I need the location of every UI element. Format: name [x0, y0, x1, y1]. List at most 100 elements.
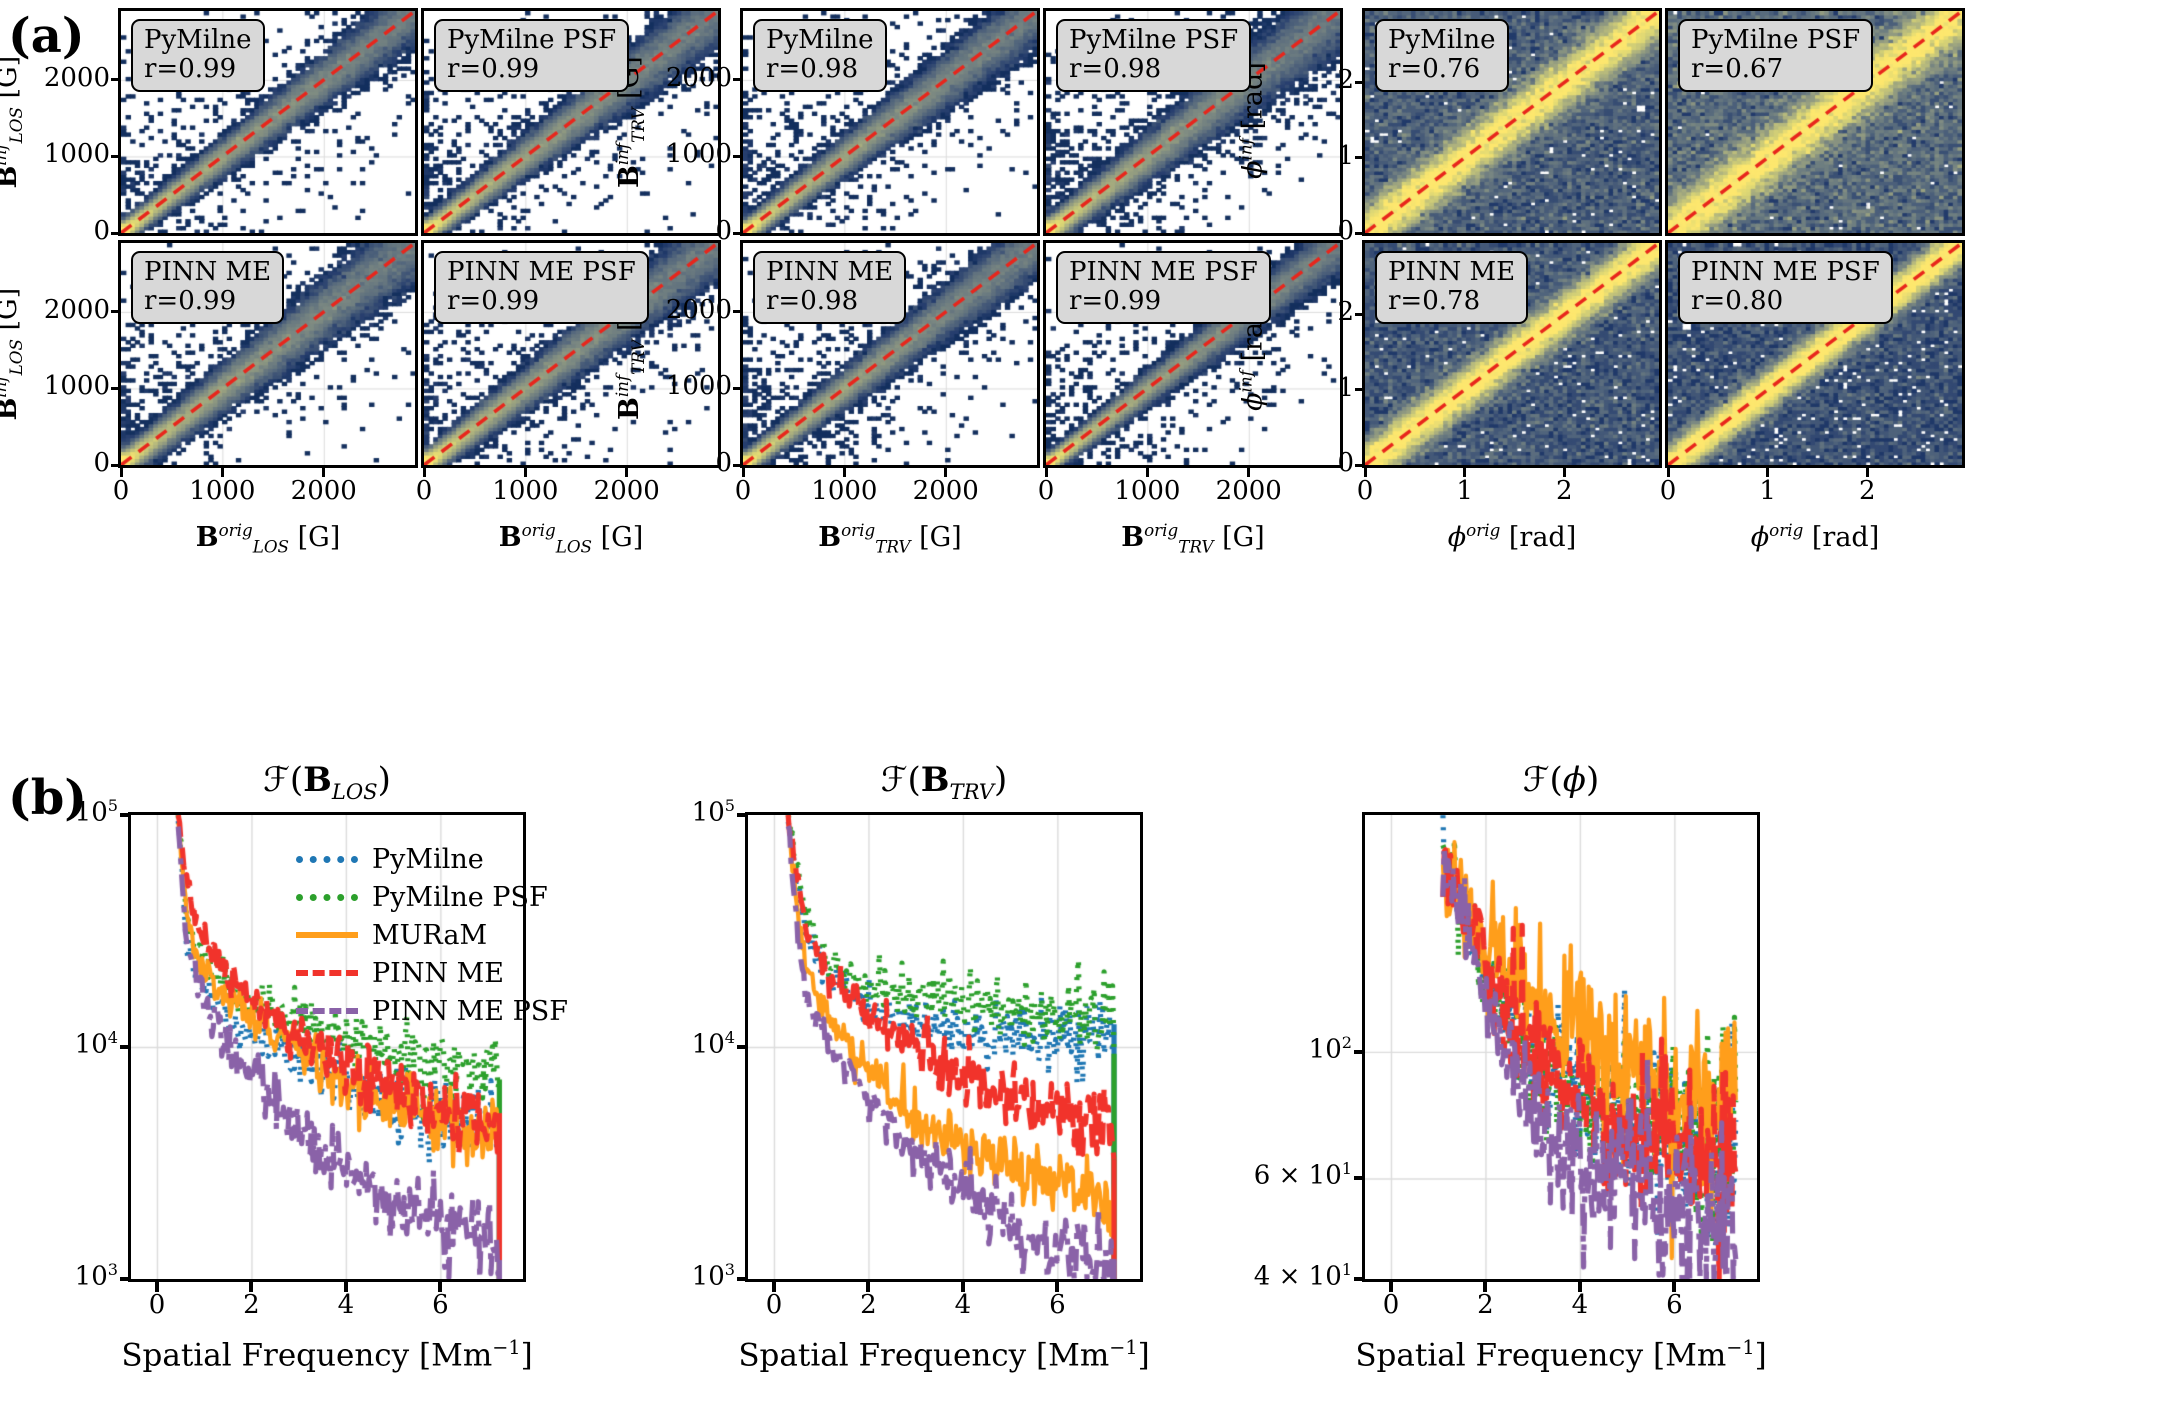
axis-x-tick-label: 1000: [811, 476, 878, 506]
spectrum-x-axis-title: Spatial Frequency [Mm−1]: [738, 1336, 1150, 1374]
spectrum-y-tick-label: 6 × 101: [1253, 1159, 1352, 1192]
legend-item-pymilne[interactable]: PyMilne: [296, 840, 568, 878]
method-badge: PyMilne PSF r=0.98: [1056, 19, 1252, 93]
legend-item-pymilne-psf[interactable]: PyMilne PSF: [296, 878, 568, 916]
axis-x-tick-mark: [119, 468, 123, 477]
badge-correlation-value: r=0.67: [1691, 54, 1784, 85]
spectrum-x-tick-mark: [1388, 1282, 1393, 1292]
spectrum-y-tick-mark: [737, 1277, 746, 1281]
spectrum-y-tick-mark: [120, 1045, 129, 1049]
axis-y-tick-mark: [111, 310, 119, 314]
axis-y-tick-mark: [733, 463, 741, 467]
axis-x-tick-label: 1000: [492, 476, 559, 506]
axis-x-tick-label: 1: [1456, 476, 1473, 506]
scatter-panel-phi-pinn-me: PINN ME r=0.78: [1362, 240, 1662, 468]
badge-correlation-value: r=0.76: [1388, 54, 1481, 85]
axis-x-tick-mark: [422, 468, 426, 477]
legend-item-pinn-me-psf[interactable]: PINN ME PSF: [296, 992, 568, 1030]
scatter-panel-los-pinn-me: PINN ME r=0.99: [118, 240, 418, 468]
spectrum-y-tick-label: 105: [691, 796, 735, 828]
axis-y-tick-mark: [733, 310, 741, 314]
panel-a-label: (a): [8, 8, 85, 64]
axis-y-tick-label: 2000: [665, 62, 732, 93]
axis-x-tick-mark: [625, 468, 629, 477]
spectrum-x-tick-label: 0: [765, 1290, 783, 1320]
spectrum-x-tick-label: 0: [148, 1290, 166, 1320]
spectrum-title: ℱ(BTRV): [880, 760, 1008, 804]
badge-correlation-value: r=0.99: [144, 54, 237, 85]
badge-method-label: PINN ME: [144, 257, 272, 287]
axis-x-tick-mark: [1463, 468, 1467, 477]
spectrum-y-tick-mark: [737, 813, 746, 817]
axis-x-tick-label: 0: [734, 476, 752, 506]
scatter-panel-phi-pymilne-psf: PyMilne PSF r=0.67: [1665, 8, 1965, 236]
axis-x-title: ϕorig [rad]: [1750, 520, 1880, 553]
axis-y-tick-label: 2: [1337, 65, 1354, 96]
axis-y-tick-label: 1000: [665, 371, 732, 402]
spectrum-x-axis-title: Spatial Frequency [Mm−1]: [1355, 1336, 1767, 1374]
axis-x-tick-label: 1000: [189, 476, 256, 506]
badge-method-label: PyMilne PSF: [447, 25, 617, 55]
legend-item-pinn-me[interactable]: PINN ME: [296, 954, 568, 992]
axis-y-tick-label: 1000: [43, 371, 110, 402]
axis-y-tick-mark: [1355, 156, 1363, 160]
axis-y-tick-label: 2000: [665, 294, 732, 325]
axis-x-tick-mark: [322, 468, 326, 477]
badge-method-label: PINN ME: [1388, 257, 1516, 287]
spectrum-y-tick-label: 4 × 101: [1253, 1260, 1352, 1292]
axis-y-tick-label: 0: [715, 448, 732, 478]
panel-b-label: (b): [8, 770, 87, 826]
axis-x-tick-label: 0: [415, 476, 433, 506]
scatter-panel-phi-pymilne: PyMilne r=0.76: [1362, 8, 1662, 236]
axis-y-tick-label: 2: [1337, 297, 1354, 328]
badge-method-label: PyMilne: [1388, 25, 1496, 55]
legend-swatch-dotted-icon: [296, 855, 358, 863]
axis-x-tick-mark: [741, 468, 745, 477]
legend-label: MURaM: [372, 919, 488, 951]
axis-y-title: BinfLOS [G]: [0, 287, 27, 421]
badge-correlation-value: r=0.99: [447, 54, 540, 85]
spectrum-canvas: [748, 815, 1140, 1279]
axis-x-tick-label: 2000: [912, 476, 979, 506]
scatter-panel-trv-pinn-me-psf: PINN ME PSF r=0.99: [1043, 240, 1343, 468]
axis-y-tick-mark: [1355, 231, 1363, 235]
method-badge: PINN ME PSF r=0.99: [1056, 251, 1271, 325]
axis-x-tick-label: 0: [1659, 476, 1677, 506]
axis-y-tick-label: 0: [93, 448, 110, 478]
axis-x-tick-label: 2000: [593, 476, 660, 506]
badge-correlation-value: r=0.98: [766, 54, 859, 85]
axis-y-tick-mark: [1355, 80, 1363, 84]
spectra-legend: PyMilne PyMilne PSF MURaM PINN ME PINN ME PS…: [296, 840, 568, 1030]
axis-y-tick-label: 0: [1337, 216, 1354, 246]
spectrum-plot-spec_phi: [1362, 812, 1760, 1282]
spectrum-x-tick-label: 2: [860, 1290, 877, 1320]
scatter-panel-trv-pymilne-psf: PyMilne PSF r=0.98: [1043, 8, 1343, 236]
spectrum-plot-spec_trv: [745, 812, 1143, 1282]
axis-x-tick-mark: [1363, 468, 1367, 477]
axis-y-tick-mark: [111, 78, 119, 82]
spectrum-y-tick-label: 104: [74, 1028, 118, 1060]
spectrum-y-tick-mark: [1354, 1176, 1363, 1181]
axis-y-tick-label: 1: [1337, 372, 1354, 403]
axis-x-title: BorigLOS [G]: [195, 520, 341, 557]
spectrum-x-tick-mark: [249, 1282, 254, 1292]
spectrum-x-tick-label: 6: [432, 1290, 449, 1320]
badge-correlation-value: r=0.98: [766, 286, 859, 317]
axis-x-tick-mark: [1145, 468, 1149, 477]
spectrum-canvas: [131, 815, 523, 1279]
axis-x-tick-mark: [1766, 468, 1770, 477]
legend-label: PINN ME: [372, 957, 505, 989]
axis-x-tick-label: 0: [1037, 476, 1055, 506]
spectrum-x-tick-mark: [1483, 1282, 1488, 1292]
axis-y-tick-mark: [111, 386, 119, 390]
scatter-panel-trv-pinn-me: PINN ME r=0.98: [740, 240, 1040, 468]
legend-item-muram[interactable]: MURaM: [296, 916, 568, 954]
badge-method-label: PINN ME PSF: [1691, 257, 1880, 287]
spectrum-y-tick-label: 105: [74, 796, 118, 828]
method-badge: PINN ME PSF r=0.80: [1678, 251, 1893, 325]
axis-x-tick-mark: [1044, 468, 1048, 477]
axis-x-tick-mark: [1865, 468, 1869, 477]
axis-x-tick-label: 0: [1356, 476, 1374, 506]
spectrum-x-tick-label: 4: [954, 1290, 972, 1320]
